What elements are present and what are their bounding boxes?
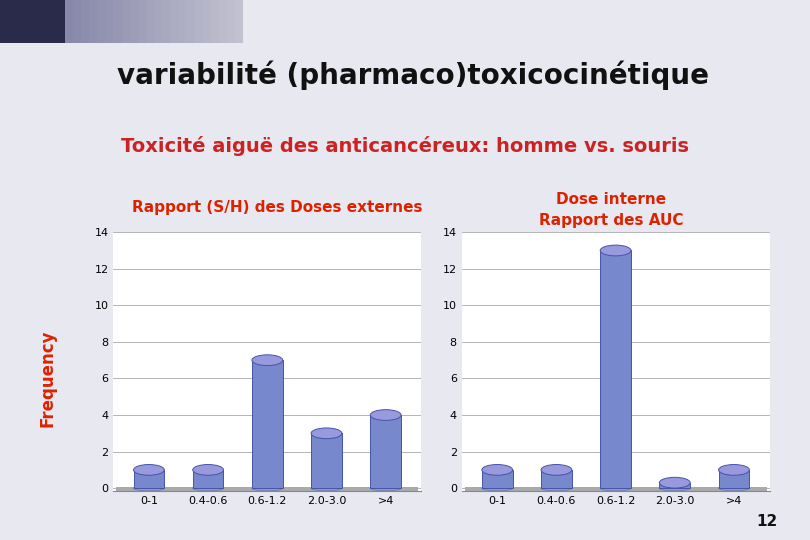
- Ellipse shape: [134, 464, 164, 475]
- Ellipse shape: [193, 485, 224, 491]
- Ellipse shape: [193, 464, 224, 475]
- Bar: [186, 0, 194, 43]
- Text: Toxicité aiguë des anticancéreux: homme vs. souris: Toxicité aiguë des anticancéreux: homme …: [121, 136, 689, 156]
- Bar: [138, 0, 146, 43]
- Bar: [370, 415, 401, 488]
- Bar: [113, 0, 121, 43]
- Bar: [194, 0, 202, 43]
- Bar: [718, 470, 749, 488]
- Ellipse shape: [541, 464, 572, 475]
- Ellipse shape: [718, 485, 749, 491]
- Ellipse shape: [541, 485, 572, 491]
- Bar: [211, 0, 219, 43]
- Bar: [227, 0, 235, 43]
- Bar: [219, 0, 227, 43]
- Text: Frequency: Frequency: [39, 329, 57, 427]
- Bar: [465, 487, 766, 494]
- Ellipse shape: [482, 464, 513, 475]
- Ellipse shape: [252, 355, 283, 366]
- Ellipse shape: [370, 485, 401, 491]
- Ellipse shape: [134, 485, 164, 491]
- Bar: [202, 0, 211, 43]
- Bar: [73, 0, 81, 43]
- Text: variabilité (pharmaco)toxicocinétique: variabilité (pharmaco)toxicocinétique: [117, 61, 709, 90]
- Bar: [89, 0, 97, 43]
- Bar: [134, 470, 164, 488]
- Bar: [117, 487, 418, 494]
- Bar: [178, 0, 186, 43]
- Bar: [162, 0, 170, 43]
- Bar: [311, 433, 342, 488]
- Bar: [541, 470, 572, 488]
- Bar: [105, 0, 113, 43]
- Bar: [0, 0, 65, 43]
- Bar: [97, 0, 105, 43]
- Bar: [170, 0, 178, 43]
- Ellipse shape: [600, 245, 631, 256]
- Text: 12: 12: [757, 514, 778, 529]
- Ellipse shape: [252, 485, 283, 491]
- Ellipse shape: [311, 428, 342, 438]
- Bar: [65, 0, 73, 43]
- Ellipse shape: [311, 485, 342, 491]
- Bar: [659, 483, 690, 488]
- Ellipse shape: [659, 485, 690, 491]
- Ellipse shape: [600, 485, 631, 491]
- Bar: [81, 0, 89, 43]
- Ellipse shape: [482, 485, 513, 491]
- Bar: [146, 0, 154, 43]
- Bar: [193, 470, 224, 488]
- Bar: [130, 0, 138, 43]
- Bar: [252, 360, 283, 488]
- Text: Dose interne: Dose interne: [556, 192, 667, 207]
- Bar: [154, 0, 162, 43]
- Bar: [600, 251, 631, 488]
- Ellipse shape: [718, 464, 749, 475]
- Ellipse shape: [659, 477, 690, 488]
- Bar: [122, 0, 130, 43]
- Bar: [482, 470, 513, 488]
- Text: Rapport (S/H) des Doses externes: Rapport (S/H) des Doses externes: [132, 200, 423, 215]
- Text: Rapport des AUC: Rapport des AUC: [539, 213, 684, 227]
- Bar: [235, 0, 243, 43]
- Ellipse shape: [370, 410, 401, 421]
